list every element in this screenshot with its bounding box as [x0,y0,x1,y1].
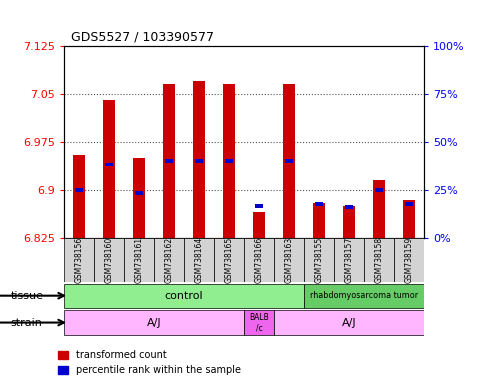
Text: control: control [165,291,204,301]
Bar [253,212,265,238]
Bar [133,158,145,238]
FancyBboxPatch shape [214,238,244,282]
FancyBboxPatch shape [244,238,274,282]
Bar [343,206,355,238]
FancyBboxPatch shape [64,283,304,308]
Bar [313,203,325,238]
Text: GSM738163: GSM738163 [284,237,293,283]
FancyBboxPatch shape [64,238,94,282]
Text: GSM738156: GSM738156 [74,237,84,283]
FancyBboxPatch shape [394,238,424,282]
FancyBboxPatch shape [244,310,274,334]
FancyBboxPatch shape [304,283,424,308]
Bar [163,84,175,238]
FancyBboxPatch shape [184,238,214,282]
Text: A/J: A/J [147,318,161,328]
FancyBboxPatch shape [364,238,394,282]
Bar [135,191,143,195]
Bar [345,205,353,209]
Bar [405,202,413,206]
Bar [75,188,83,192]
Text: GSM738158: GSM738158 [375,237,384,283]
Text: GSM738160: GSM738160 [105,237,113,283]
Bar [283,84,295,238]
Bar [403,200,415,238]
Text: GSM738155: GSM738155 [315,237,323,283]
Text: tissue: tissue [11,291,44,301]
Bar [195,159,203,163]
Bar [375,188,383,192]
Bar [193,81,205,238]
FancyBboxPatch shape [274,310,424,334]
Text: strain: strain [11,318,43,328]
FancyBboxPatch shape [154,238,184,282]
Bar [285,159,293,163]
Text: rhabdomyosarcoma tumor: rhabdomyosarcoma tumor [310,291,418,300]
Bar [73,155,85,238]
Text: GSM738159: GSM738159 [404,237,414,283]
Text: GSM738166: GSM738166 [254,237,264,283]
Bar [223,84,235,238]
FancyBboxPatch shape [94,238,124,282]
Bar [373,180,385,238]
Text: BALB
/c: BALB /c [249,313,269,332]
Bar [225,159,233,163]
Bar [106,162,113,166]
Text: GSM738157: GSM738157 [345,237,353,283]
FancyBboxPatch shape [334,238,364,282]
Text: GSM738161: GSM738161 [135,237,143,283]
FancyBboxPatch shape [274,238,304,282]
Text: A/J: A/J [342,318,356,328]
FancyBboxPatch shape [124,238,154,282]
FancyBboxPatch shape [64,310,244,334]
Bar [165,159,173,163]
Legend: transformed count, percentile rank within the sample: transformed count, percentile rank withi… [54,346,245,379]
Bar [255,204,263,208]
Bar [103,101,115,238]
FancyBboxPatch shape [304,238,334,282]
Text: GSM738164: GSM738164 [195,237,204,283]
Bar [315,202,323,206]
Text: GSM738162: GSM738162 [165,237,174,283]
Text: GDS5527 / 103390577: GDS5527 / 103390577 [71,30,214,43]
Text: GSM738165: GSM738165 [224,237,234,283]
